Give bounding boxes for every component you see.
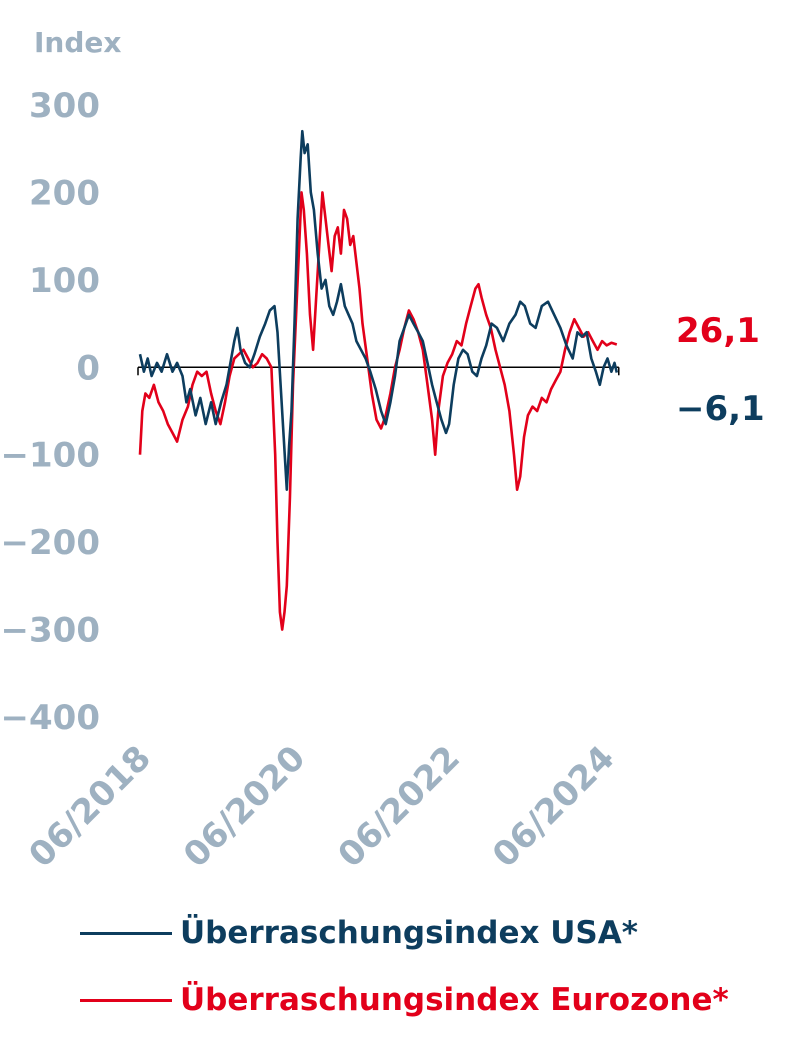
series-line-eurozone [138, 191, 618, 631]
x-tick-label: 06/2020 [176, 738, 313, 875]
y-axis-label: Index [34, 26, 121, 59]
y-tick-labels: 300 200 100 0 −100 −200 −300 −400 [1, 86, 100, 738]
y-tick-label: 300 [29, 86, 100, 126]
legend-eurozone: Überraschungsindex Eurozone* [80, 982, 729, 1018]
y-tick-label: −100 [1, 436, 100, 476]
series-line-usa [138, 129, 619, 492]
y-tick-label: −300 [1, 611, 100, 651]
legend-label-usa: Überraschungsindex USA* [180, 915, 638, 951]
legend-swatch-eurozone [80, 998, 172, 1002]
series-lines [138, 129, 619, 631]
legend-label-eurozone: Überraschungsindex Eurozone* [180, 982, 729, 1018]
legend-usa: Überraschungsindex USA* [80, 915, 638, 951]
y-tick-label: −200 [1, 523, 100, 563]
y-tick-label: 200 [29, 173, 100, 213]
y-tick-label: −400 [1, 698, 100, 738]
end-labels: −6,1 26,1 [676, 311, 765, 429]
end-label-eurozone: 26,1 [676, 311, 760, 351]
x-tick-labels: 06/2018 06/2020 06/2022 06/2024 [21, 738, 622, 875]
end-label-usa: −6,1 [676, 389, 765, 429]
x-tick-label: 06/2018 [21, 738, 158, 875]
y-tick-label: 0 [76, 348, 100, 388]
legend-swatch-usa [80, 931, 172, 935]
y-tick-label: 100 [29, 261, 100, 301]
x-tick-label: 06/2022 [330, 738, 467, 875]
x-tick-label: 06/2024 [485, 738, 622, 875]
